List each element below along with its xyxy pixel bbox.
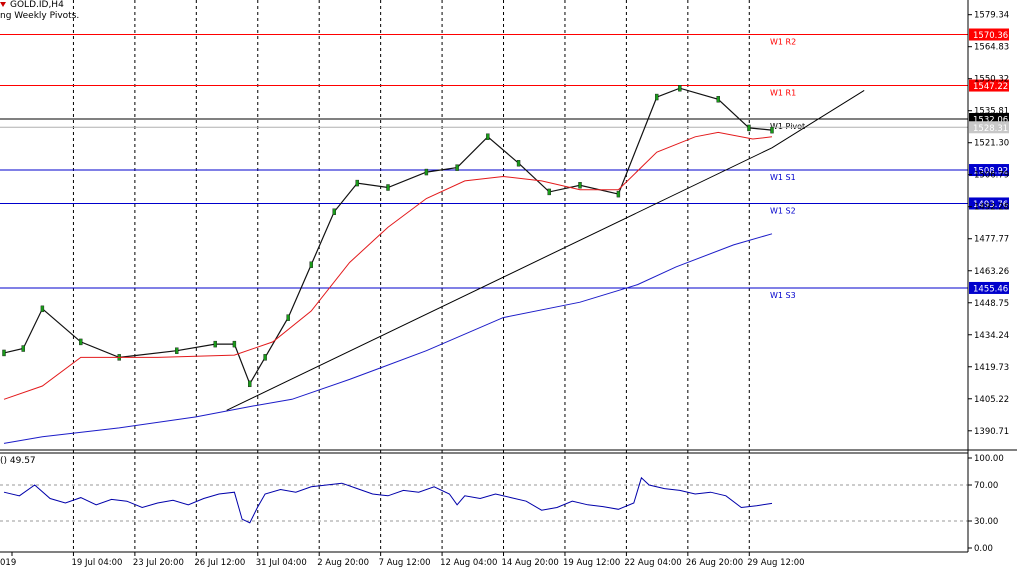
- series-line: [226, 89, 865, 411]
- candle-point: [424, 168, 429, 176]
- time-tick-label: 12 Aug 04:00: [440, 558, 497, 568]
- price-tick-label: 1535.81: [974, 107, 1009, 117]
- candle-point: [355, 179, 359, 187]
- time-tick-label: 19 Aug 12:00: [563, 558, 620, 568]
- pivot-name-label: W1 Pivot: [770, 122, 805, 131]
- time-tick-label: 019: [0, 558, 16, 568]
- price-tick-label: 1579.34: [974, 11, 1009, 21]
- candle-point: [486, 133, 490, 140]
- symbol-label: GOLD.ID,H4: [10, 0, 64, 10]
- pivot-lines: W1 R2 W1 R1 W1 Pivot W1 S1 W1 S2 W1 S3: [0, 34, 968, 300]
- candle-point: [455, 164, 459, 171]
- time-tick-label: 26 Aug 20:00: [686, 558, 743, 568]
- oscillator-line: [3, 476, 773, 524]
- candle-point: [516, 160, 521, 167]
- pivot-name-label: W1 S1: [770, 173, 796, 182]
- price-tick-label: 1477.77: [974, 235, 1009, 245]
- dropdown-arrow-icon[interactable]: [0, 2, 6, 7]
- price-tick-label: 1390.71: [974, 427, 1009, 437]
- candle-point: [263, 354, 267, 361]
- indicator-label: ng Weekly Pivots.: [0, 11, 80, 21]
- pivot-name-label: W1 R1: [770, 89, 796, 98]
- candle-point: [213, 340, 217, 348]
- candle-point: [547, 188, 551, 196]
- price-tick-label: 1550.32: [974, 75, 1009, 85]
- candle-point: [578, 182, 582, 189]
- candle-point: [232, 340, 237, 348]
- time-tick-label: 22 Aug 04:00: [624, 558, 681, 568]
- oscillator-tick-label: 100.00: [974, 454, 1004, 464]
- price-tick-label: 1506.79: [974, 171, 1009, 181]
- time-tick-label: 2 Aug 20:00: [317, 558, 369, 568]
- oscillator-panel: [0, 476, 968, 524]
- oscillator-tick-label: 70.00: [974, 481, 998, 491]
- oscillator-label: () 49.57: [0, 456, 36, 466]
- current-price-tag: [969, 121, 1009, 134]
- pivot-price-tag-text: 1455.46: [973, 284, 1008, 294]
- pivot-name-label: W1 R2: [770, 38, 796, 47]
- time-tick-label: 7 Aug 12:00: [379, 558, 431, 568]
- price-tick-label: 1463.26: [974, 267, 1009, 277]
- pivot-price-tag: [969, 281, 1009, 294]
- oscillator-tick-label: 0.00: [974, 544, 993, 554]
- candle-point: [386, 184, 390, 191]
- candle-point: [655, 93, 659, 101]
- candle-point: [678, 85, 682, 92]
- time-tick-label: 23 Jul 20:00: [133, 558, 184, 568]
- price-tick-label: 1405.22: [974, 395, 1009, 405]
- candle-point: [770, 126, 774, 134]
- price-tick-label: 1419.73: [974, 363, 1009, 373]
- candle-point: [40, 305, 45, 313]
- pivot-price-tag-text: 1570.36: [973, 31, 1008, 41]
- candle-point: [79, 338, 83, 346]
- pivot-name-label: W1 S3: [770, 291, 796, 300]
- candle-point: [21, 345, 25, 352]
- oscillator-tick-label: 30.00: [974, 517, 998, 527]
- price-tick-label: 1434.24: [974, 331, 1009, 341]
- pivot-name-label: W1 S2: [770, 206, 796, 215]
- candle-point: [309, 261, 313, 268]
- current-price-tag-text: 1528.31: [973, 124, 1008, 134]
- price-tick-label: 1521.30: [974, 139, 1009, 149]
- candle-point: [716, 96, 720, 103]
- time-tick-label: 31 Jul 04:00: [256, 558, 307, 568]
- pivot-price-tag: [969, 79, 1009, 92]
- time-tick-label: 19 Jul 04:00: [71, 558, 122, 568]
- time-tick-label: 14 Aug 20:00: [502, 558, 559, 568]
- candle-point: [175, 347, 179, 354]
- grid: [72, 0, 750, 552]
- time-tick-label: 26 Jul 12:00: [194, 558, 245, 568]
- pivot-price-tag-text: 1508.92: [973, 167, 1008, 177]
- price-series: [2, 85, 865, 444]
- price-tick-label: 1492.28: [974, 203, 1009, 213]
- pivot-price-tag-text: 1532.06: [973, 115, 1008, 125]
- candle-point: [2, 349, 6, 357]
- pivot-price-tag-text: 1493.76: [973, 200, 1008, 210]
- price-tick-label: 1564.83: [974, 43, 1009, 53]
- pivot-price-tag-text: 1547.22: [973, 82, 1008, 92]
- pivot-price-tag: [969, 197, 1009, 210]
- time-tick-label: 29 Aug 12:00: [747, 558, 804, 568]
- price-tick-label: 1448.75: [974, 299, 1009, 309]
- candle-point: [286, 314, 290, 321]
- pivot-price-tag: [969, 28, 1009, 41]
- candle-point: [332, 208, 336, 215]
- series-line: [3, 131, 773, 400]
- candle-point: [248, 380, 252, 388]
- candle-point: [747, 124, 751, 132]
- chart-header: GOLD.ID,H4 ng Weekly Pivots.: [0, 0, 79, 22]
- series-line: [3, 233, 773, 444]
- pivot-price-tag: [969, 164, 1009, 177]
- candle-point: [616, 190, 621, 198]
